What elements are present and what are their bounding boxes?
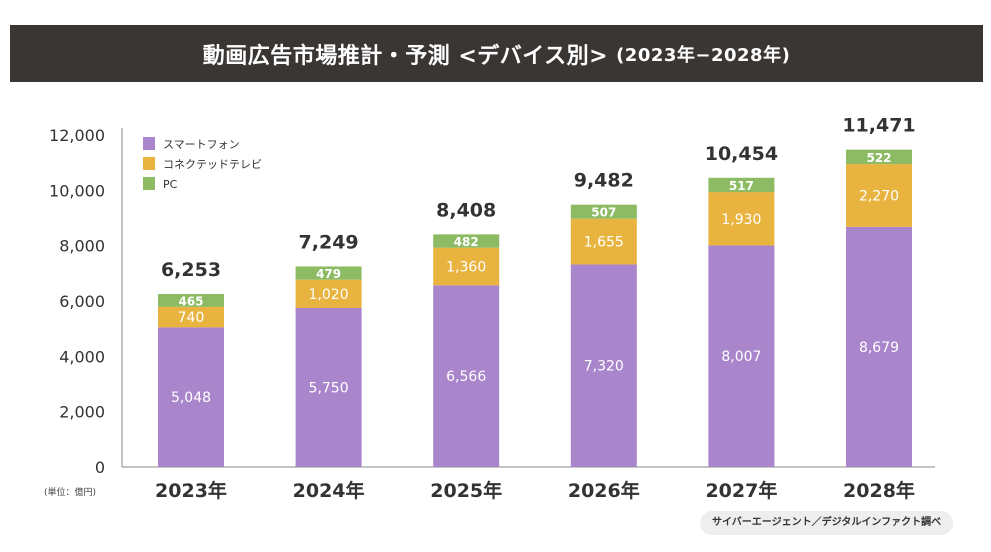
y-tick-label: 0 [95,458,105,477]
unit-label: (単位：億円) [44,488,97,498]
bar-segment-1 [295,279,362,308]
bar-value-label: 1,655 [584,235,624,251]
x-tick-label: 2025年 [430,479,502,502]
bar-segment-1 [708,192,775,246]
bar-total-label: 11,471 [842,115,915,137]
bar-value-label: 1,360 [446,260,486,276]
bar-segment-2 [433,234,500,248]
bar-total-label: 10,454 [705,143,778,165]
legend-swatch-2 [143,177,155,190]
x-tick-label: 2024年 [293,479,365,502]
bar-value-label: 479 [316,267,341,281]
bar-value-label: 5,048 [171,390,211,406]
chart-title: 動画広告市場推計・予測 <デバイス別> [202,43,609,69]
bar-segment-0 [158,327,224,467]
y-tick-label: 6,000 [59,292,105,311]
bar-segment-2 [158,294,224,307]
y-tick-label: 10,000 [49,181,105,200]
bar-segment-0 [570,264,637,467]
bar-value-label: 8,679 [859,340,899,356]
x-tick-label: 2028年 [843,479,915,502]
bar-segment-1 [846,164,912,227]
bar-total-label: 8,408 [436,199,496,221]
bar-value-label: 482 [454,235,479,249]
bar-value-label: 740 [178,310,205,326]
bar-value-label: 7,320 [584,359,624,375]
chart-title-period: (2023年−2028年) [616,44,791,66]
y-tick-label: 8,000 [59,237,105,256]
y-tick-label: 4,000 [59,347,105,366]
bar-value-label: 1,930 [721,212,761,228]
x-tick-label: 2023年 [155,479,227,502]
bar-value-label: 522 [866,151,891,165]
bar-segment-2 [846,149,912,165]
bar-segment-0 [846,226,912,467]
bar-segment-1 [158,306,224,328]
bar-value-label: 507 [591,206,616,220]
bar-segment-2 [708,177,775,193]
bar-value-label: 465 [178,294,203,308]
bar-value-label: 1,020 [309,287,349,303]
x-tick-label: 2026年 [568,479,640,502]
bar-value-label: 6,566 [446,369,486,385]
bar-segment-0 [295,307,362,467]
bar-value-label: 517 [729,179,754,193]
chart-title-bar: 動画広告市場推計・予測 <デバイス別> (2023年−2028年) [10,25,983,82]
y-tick-label: 2,000 [59,403,105,422]
source-badge: サイバーエージェント／デジタルインファクト調べ [700,511,954,535]
legend-label: PC [163,178,178,191]
x-tick-label: 2027年 [705,479,777,502]
legend-label: スマートフォン [163,138,240,151]
bar-segment-0 [433,285,500,467]
bar-value-label: 5,750 [309,380,349,396]
bar-total-label: 7,249 [299,231,359,253]
bar-value-label: 8,007 [721,349,761,365]
bar-segment-2 [570,204,637,219]
legend-swatch-0 [143,137,155,150]
bar-segment-1 [570,218,637,265]
bar-segment-0 [708,245,775,467]
legend-swatch-1 [143,157,155,170]
bar-segment-1 [433,247,500,286]
bar-value-label: 2,270 [859,188,899,204]
bar-total-label: 6,253 [161,259,221,281]
bar-segment-2 [295,266,362,280]
bar-total-label: 9,482 [574,170,634,192]
legend-label: コネクテッドテレビ [163,158,262,171]
y-tick-label: 12,000 [49,126,105,145]
